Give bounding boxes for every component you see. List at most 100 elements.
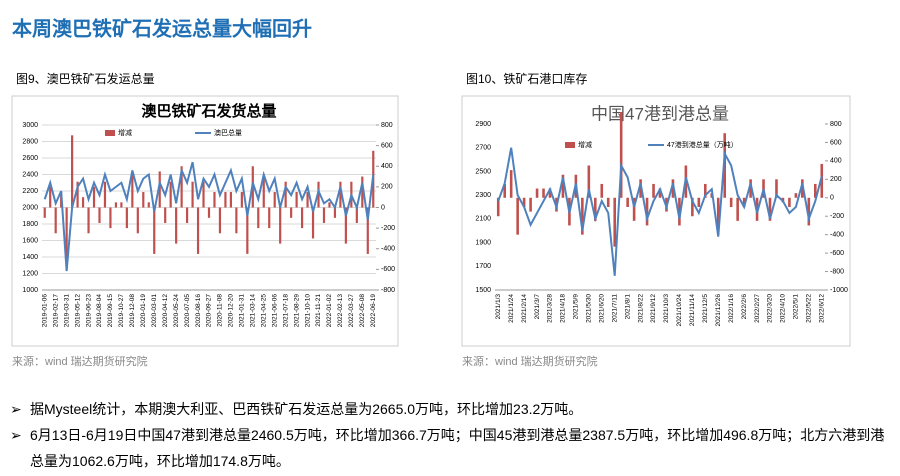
bar (697, 197, 701, 207)
x-tick-label: 2019-09-15 (107, 294, 114, 328)
bar (729, 197, 733, 207)
bar (224, 192, 227, 208)
bullets: 据Mysteel统计，本期澳大利亚、巴西铁矿石发运总量为2665.0万吨，环比增… (8, 396, 888, 474)
x-tick-label: 2021/12/5 (702, 294, 709, 323)
x-tick-label: 2021/6/20 (598, 294, 605, 323)
x-tick-label: 2021-03-14 (250, 294, 257, 328)
bar (814, 183, 817, 198)
bar (361, 176, 364, 208)
x-tick-label: 2021/9/12 (650, 294, 657, 323)
line (43, 161, 375, 272)
x-tick-label: 2022-03-27 (348, 294, 355, 328)
bar (207, 207, 211, 218)
bar (71, 135, 74, 208)
y-tick-label: 1800 (22, 221, 38, 228)
y-tick-label: 2700 (475, 145, 491, 152)
x-tick-label: 2022-01-02 (326, 294, 333, 328)
y-tick-label: 2900 (475, 121, 491, 128)
y2-tick-label: -200 (381, 225, 395, 232)
y-tick-label: 2800 (22, 138, 38, 145)
line (497, 147, 823, 276)
x-tick-label: 2021-07-18 (282, 294, 289, 328)
y-tick-label: 1200 (22, 270, 38, 277)
x-tick-label: 2022/4/10 (780, 294, 787, 323)
y-tick-label: 1500 (475, 287, 491, 294)
bar (788, 197, 791, 207)
bar (691, 197, 694, 217)
x-tick-label: 2020-08-16 (195, 294, 202, 328)
bar (257, 207, 260, 229)
chart-title: 澳巴铁矿石发货总量 (141, 102, 276, 120)
x-tick-label: 2021/11/14 (689, 294, 696, 326)
x-tick-label: 2021/3/28 (547, 294, 554, 323)
x-tick-label: 2021-06-06 (271, 294, 278, 328)
y2-tick-label: -1000 (830, 287, 848, 294)
bar (606, 197, 610, 207)
x-tick-label: 2022/5/1 (793, 294, 800, 320)
bar (542, 188, 545, 198)
bar (548, 188, 552, 198)
x-tick-label: 2019-03-31 (63, 294, 70, 328)
bar (678, 197, 681, 226)
x-tick-label: 2020-05-24 (173, 294, 180, 328)
x-tick-label: 2022-06-19 (370, 294, 377, 328)
x-tick-label: 2021/8/1 (624, 294, 631, 320)
bar (632, 197, 636, 221)
x-tick-label: 2022-02-13 (337, 294, 344, 328)
bar (820, 163, 824, 198)
bar (98, 207, 101, 223)
bar (561, 174, 565, 198)
x-tick-label: 2020-04-12 (162, 294, 169, 328)
bar (213, 192, 216, 208)
y2-tick-label: 0 (830, 195, 834, 202)
x-tick-label: 2021-11-21 (315, 294, 322, 327)
x-tick-label: 2021/12/26 (715, 294, 722, 327)
legend-label: 增减 (578, 140, 592, 149)
y2-tick-label: 200 (381, 184, 393, 191)
y2-tick-label: -800 (381, 287, 395, 294)
chart-title: 中国47港到港总量 (591, 104, 729, 123)
x-tick-label: 2021/10/24 (676, 294, 683, 327)
bar (355, 207, 358, 223)
x-tick-label: 2021/2/14 (521, 294, 528, 323)
bar (65, 207, 68, 270)
source-note: 来源：wind 瑞达期货研究院 (12, 354, 148, 368)
x-tick-label: 2021/5/30 (586, 294, 593, 323)
x-tick-label: 2021-01-31 (239, 294, 246, 328)
bar (339, 181, 342, 208)
x-tick-label: 2020-01-19 (140, 294, 147, 328)
bar (169, 181, 172, 208)
x-tick-label: 2020-11-08 (217, 294, 224, 327)
legend-label: 增减 (118, 128, 132, 137)
y-tick-label: 2400 (22, 171, 38, 178)
x-tick-label: 2020-12-20 (228, 294, 235, 328)
x-tick-label: 2021/3/7 (534, 294, 541, 320)
x-tick-label: 2022/3/20 (767, 294, 774, 323)
bar (235, 207, 238, 234)
bar (503, 183, 506, 198)
x-tick-label: 2022/5/22 (806, 294, 813, 323)
bar (54, 207, 57, 234)
bar (768, 197, 772, 221)
bar (76, 181, 79, 208)
bar (290, 207, 293, 218)
legend-label: 47港到港总量（万吨） (667, 140, 738, 149)
bar (742, 197, 746, 207)
figure-caption: 图10、铁矿石港口库存 (466, 71, 587, 86)
bar (658, 188, 662, 198)
bar (619, 112, 623, 198)
y2-tick-label: -200 (830, 213, 844, 220)
x-tick-label: 2021/4/18 (560, 294, 567, 323)
y2-tick-label: -400 (830, 232, 844, 239)
bar (131, 171, 134, 208)
x-tick-label: 2021/8/22 (637, 294, 644, 323)
bar (749, 179, 752, 198)
bar (103, 181, 107, 208)
bar (246, 207, 249, 254)
bar (333, 207, 337, 218)
bar (136, 207, 139, 234)
bar (186, 207, 189, 223)
bar (300, 207, 304, 229)
bullet: 据Mysteel统计，本期澳大利亚、巴西铁矿石发运总量为2665.0万吨，环比增… (8, 396, 888, 422)
